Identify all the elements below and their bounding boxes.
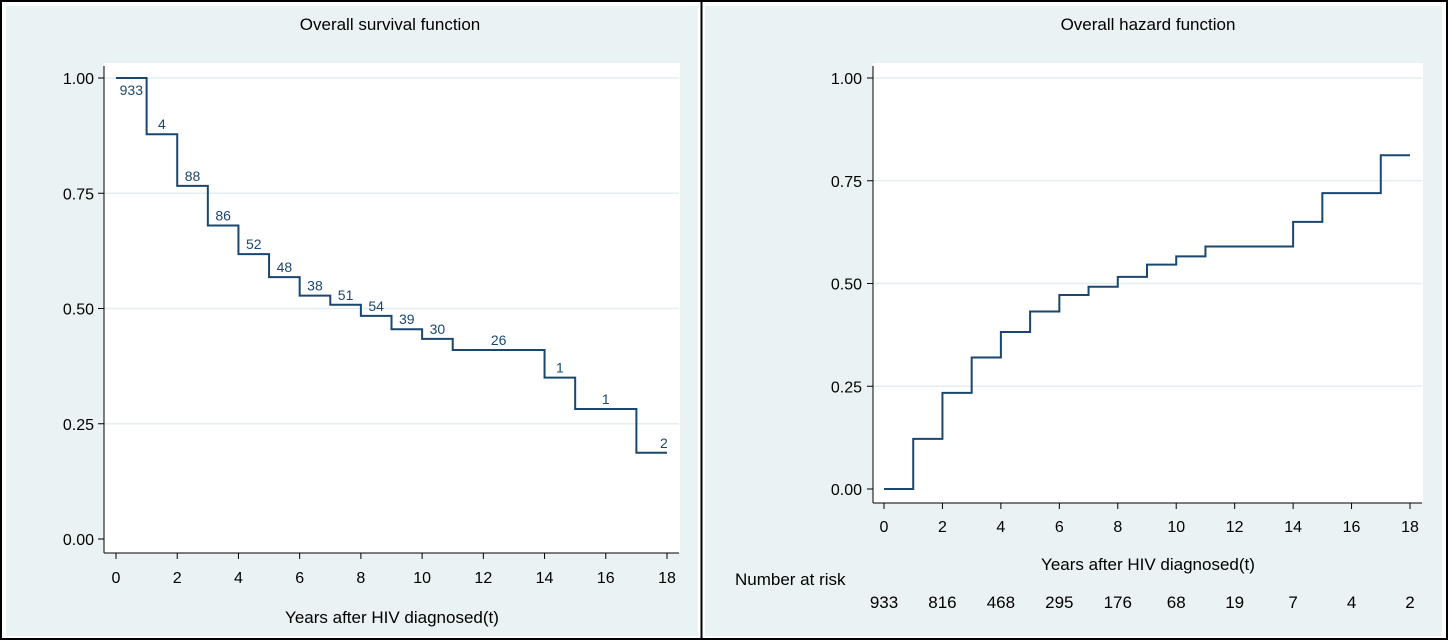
survival-chart-title: Overall survival function (300, 15, 480, 34)
number-at-risk-value: 7 (1288, 593, 1297, 612)
survival-data-label: 1 (602, 391, 610, 407)
hazard-y-tick-label: 0.50 (831, 277, 862, 294)
survival-data-label: 38 (307, 278, 323, 294)
number-at-risk-value: 468 (987, 593, 1015, 612)
number-at-risk-value: 4 (1347, 593, 1356, 612)
survival-data-label: 86 (215, 208, 231, 224)
survival-data-label: 4 (158, 116, 166, 132)
hazard-y-tick-label: 0.75 (831, 174, 862, 191)
number-at-risk-value: 176 (1104, 593, 1132, 612)
hazard-y-tick-label: 1.00 (831, 71, 862, 88)
survival-data-label: 51 (338, 287, 354, 303)
hazard-x-tick-label: 12 (1226, 519, 1244, 536)
survival-x-tick-label: 0 (112, 570, 121, 587)
survival-y-tick-label: 0.25 (63, 417, 94, 434)
survival-y-tick-label: 0.50 (63, 302, 94, 319)
survival-x-tick-label: 10 (413, 570, 431, 587)
survival-y-tick-label: 1.00 (63, 71, 94, 88)
hazard-axes (872, 66, 1422, 504)
hazard-gridlines (873, 77, 1422, 387)
survival-data-label: 933 (120, 82, 144, 98)
survival-data-label: 52 (246, 236, 262, 252)
hazard-series (884, 154, 1410, 490)
survival-x-tick-label: 12 (474, 570, 492, 587)
survival-y-tick-label: 0.00 (63, 532, 94, 549)
survival-x-tick-label: 16 (597, 570, 615, 587)
hazard-x-tick-label: 6 (1055, 519, 1064, 536)
survival-step-line (116, 77, 667, 454)
survival-data-label: 54 (368, 298, 384, 314)
survival-gridlines (104, 77, 679, 425)
survival-data-label: 26 (491, 332, 507, 348)
survival-y-tick-label: 0.75 (63, 186, 94, 203)
number-at-risk-value: 933 (870, 593, 898, 612)
survival-y-ticks: 0.00 0.25 0.50 0.75 1.00 (63, 71, 104, 549)
survival-x-tick-label: 6 (295, 570, 304, 587)
number-at-risk-value: 2 (1405, 593, 1414, 612)
hazard-step-line (884, 154, 1410, 490)
hazard-chart: Overall hazard function Years after HIV … (735, 15, 1423, 612)
hazard-y-tick-label: 0.25 (831, 379, 862, 396)
hazard-x-tick-label: 10 (1167, 519, 1185, 536)
survival-data-label: 48 (277, 259, 293, 275)
survival-data-label: 2 (660, 435, 668, 451)
survival-data-label: 30 (430, 321, 446, 337)
survival-data-label: 88 (185, 168, 201, 184)
survival-x-tick-label: 8 (356, 570, 365, 587)
survival-x-ticks: 0 2 4 6 8 10 12 14 16 18 (112, 553, 676, 587)
survival-axes (103, 66, 679, 554)
number-at-risk-value: 19 (1225, 593, 1244, 612)
survival-x-axis-label: Years after HIV diagnosed(t) (285, 608, 499, 627)
number-at-risk-value: 68 (1167, 593, 1186, 612)
hazard-x-tick-label: 0 (880, 519, 889, 536)
hazard-chart-title: Overall hazard function (1061, 15, 1236, 34)
number-at-risk-row: 933 816 468 295 176 68 19 7 4 2 (870, 593, 1415, 612)
survival-series (116, 77, 667, 454)
number-at-risk-label: Number at risk (735, 570, 846, 589)
survival-x-tick-label: 4 (234, 570, 243, 587)
survival-annotations: 933 4 88 86 52 48 38 51 54 39 30 26 1 1 2 (120, 82, 668, 451)
hazard-x-tick-label: 2 (938, 519, 947, 536)
hazard-x-tick-label: 14 (1284, 519, 1302, 536)
number-at-risk-value: 816 (928, 593, 956, 612)
hazard-x-axis-label: Years after HIV diagnosed(t) (1041, 555, 1255, 574)
hazard-x-ticks: 0 2 4 6 8 10 12 14 16 18 (880, 503, 1419, 536)
hazard-x-tick-label: 18 (1401, 519, 1419, 536)
number-at-risk-value: 295 (1045, 593, 1073, 612)
survival-data-label: 1 (556, 360, 564, 376)
survival-x-tick-label: 18 (658, 570, 676, 587)
hazard-y-tick-label: 0.00 (831, 482, 862, 499)
survival-x-tick-label: 2 (173, 570, 182, 587)
hazard-x-tick-label: 8 (1113, 519, 1122, 536)
survival-chart: Overall survival function Years after HI… (63, 15, 680, 627)
hazard-x-tick-label: 16 (1343, 519, 1361, 536)
survival-data-label: 39 (399, 311, 415, 327)
survival-x-tick-label: 14 (536, 570, 554, 587)
hazard-x-tick-label: 4 (996, 519, 1005, 536)
hazard-y-ticks: 0.00 0.25 0.50 0.75 1.00 (831, 71, 873, 499)
